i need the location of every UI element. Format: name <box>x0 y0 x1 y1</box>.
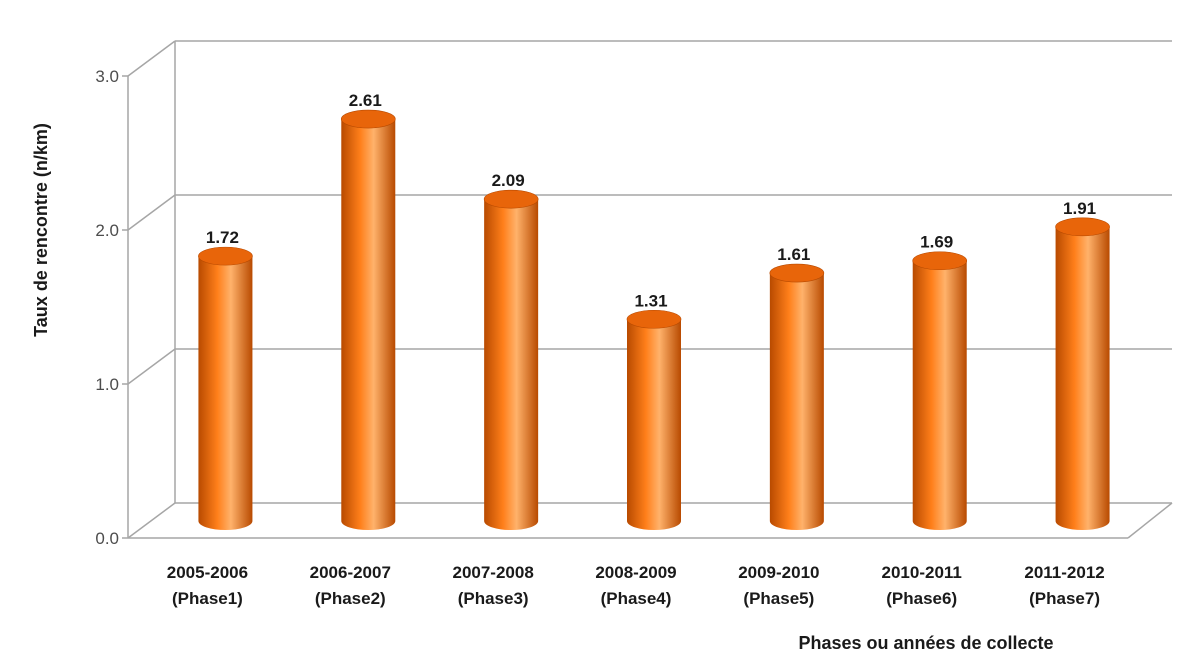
bar-body <box>769 273 824 530</box>
x-tick-label-line1: 2005-2006 <box>167 563 248 582</box>
bar-body <box>341 119 396 530</box>
bar-top <box>198 246 253 266</box>
x-tick-label-line2: (Phase2) <box>315 589 386 608</box>
bar-top <box>769 263 825 283</box>
bar-top <box>483 189 539 209</box>
bar <box>1055 217 1110 531</box>
x-tick-label: 2005-2006 (Phase1) <box>167 563 248 608</box>
x-tick-label: 2011-2012 (Phase7) <box>1024 563 1104 608</box>
bar <box>912 251 968 530</box>
data-label: 1.69 <box>920 233 953 252</box>
y-tick-label: 3.0 <box>95 67 119 86</box>
data-label: 2.09 <box>492 171 525 190</box>
bar <box>340 109 396 530</box>
x-tick-label-line1: 2010-2011 <box>882 563 962 582</box>
axis-layer: 0.0 1.0 2.0 3.0 <box>95 67 129 548</box>
floor-right-edge <box>1127 502 1173 539</box>
gridline-diagonal <box>127 40 176 77</box>
x-tick-label: 2008-2009 (Phase4) <box>595 563 676 608</box>
x-tick-label: 2009-2010 (Phase5) <box>738 563 819 608</box>
bar <box>198 246 253 530</box>
bar-body <box>198 256 253 530</box>
bar-top <box>1055 217 1110 237</box>
x-tick-label: 2010-2011 (Phase6) <box>882 563 962 608</box>
x-tick-label-line2: (Phase3) <box>458 589 529 608</box>
bar-body <box>912 260 967 530</box>
x-tick-label: 2007-2008 (Phase3) <box>452 563 533 608</box>
bar-top <box>912 251 968 271</box>
x-axis-title: Phases ou années de collecte <box>798 633 1053 653</box>
x-tick-label-line1: 2007-2008 <box>452 563 533 582</box>
data-label: 2.61 <box>349 91 382 110</box>
x-tick-label: 2006-2007 (Phase2) <box>310 563 391 608</box>
data-label: 1.72 <box>206 228 239 247</box>
x-tick-label-line1: 2006-2007 <box>310 563 391 582</box>
gridline-diagonal <box>127 502 176 539</box>
x-tick-label-line1: 2009-2010 <box>738 563 819 582</box>
x-tick-label-line2: (Phase1) <box>172 589 243 608</box>
y-tick-label: 2.0 <box>95 221 119 240</box>
bar-body <box>484 199 539 530</box>
gridline-diagonal <box>127 194 176 231</box>
x-tick-label-line1: 2011-2012 <box>1024 563 1104 582</box>
gridline-diagonal <box>127 348 176 385</box>
bar-layer <box>198 109 1110 531</box>
bar-body <box>1055 226 1110 531</box>
y-axis-title: Taux de rencontre (n/km) <box>31 123 51 337</box>
data-label: 1.31 <box>634 291 667 310</box>
data-label: 1.91 <box>1063 199 1096 218</box>
bar-top <box>340 109 396 129</box>
x-tick-label-line1: 2008-2009 <box>595 563 676 582</box>
bar <box>483 189 539 530</box>
x-tick-label-line2: (Phase4) <box>601 589 672 608</box>
y-tick-label: 0.0 <box>95 529 119 548</box>
bar-body <box>627 319 681 530</box>
x-tick-label-line2: (Phase7) <box>1029 589 1100 608</box>
y-tick-label: 1.0 <box>95 375 119 394</box>
bar <box>626 309 682 530</box>
data-label: 1.61 <box>777 245 810 264</box>
bar-top <box>626 309 682 329</box>
x-tick-label-line2: (Phase5) <box>743 589 814 608</box>
bar <box>769 263 825 530</box>
label-layer: 1.72 2.61 2.09 1.31 1.61 1.69 1.91 2005-2006 (Ph… <box>167 91 1105 608</box>
x-tick-label-line2: (Phase6) <box>886 589 957 608</box>
